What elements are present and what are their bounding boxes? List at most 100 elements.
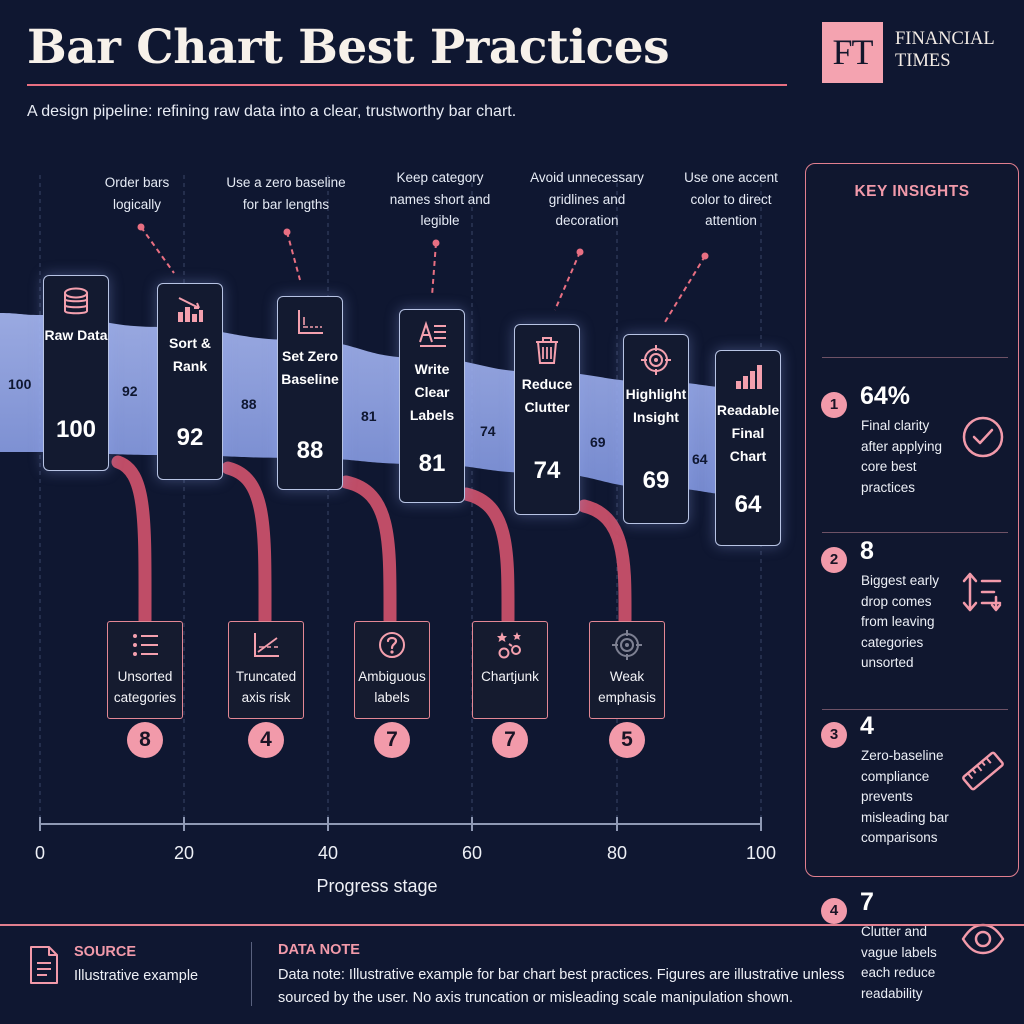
axis-tick-label: 80 bbox=[606, 843, 628, 863]
stage-value: 100 bbox=[55, 416, 97, 443]
footer-divider bbox=[251, 942, 252, 1006]
insight-value: 7 bbox=[860, 888, 874, 916]
axis-tick-label: 100 bbox=[745, 843, 777, 863]
leak-ribbon bbox=[459, 487, 515, 627]
callout-dot bbox=[283, 228, 291, 236]
issue-count-badge: 5 bbox=[609, 722, 645, 758]
stage-card: Highlight Insight 69 bbox=[623, 334, 689, 524]
insight-value: 8 bbox=[860, 537, 874, 565]
issue-card: Ambiguous labels bbox=[354, 621, 430, 719]
callout-dot bbox=[432, 239, 440, 247]
data-note-title: DATA NOTE bbox=[278, 942, 360, 958]
callout-leader bbox=[431, 242, 437, 297]
axis-tick-label: 0 bbox=[34, 843, 45, 863]
stage-card: Reduce Clutter 74 bbox=[514, 324, 580, 515]
stage-value: 88 bbox=[296, 437, 324, 464]
question-icon bbox=[379, 632, 405, 658]
x-axis bbox=[39, 817, 762, 831]
issue-name: Truncated axis risk bbox=[235, 669, 297, 705]
stage-value: 92 bbox=[176, 424, 204, 451]
stage-value: 69 bbox=[642, 467, 670, 494]
sort-arrows-icon bbox=[962, 572, 1002, 612]
issue-count-badge: 7 bbox=[492, 722, 528, 758]
stage-name: Sort & Rank bbox=[169, 335, 211, 374]
brand-logo-mark: FT bbox=[822, 22, 883, 83]
stage-name: Readable Final Chart bbox=[716, 402, 780, 464]
flow-value-label: 69 bbox=[590, 434, 606, 450]
eye-icon bbox=[961, 923, 1005, 955]
key-insights-panel: KEY INSIGHTS 1 64% Final clarity after app… bbox=[805, 163, 1019, 1001]
axis-tick-label: 40 bbox=[317, 843, 339, 863]
issue-count-badge: 7 bbox=[374, 722, 410, 758]
brand-name: FINANCIAL TIMES bbox=[895, 29, 995, 71]
stage-card: Sort & Rank 92 bbox=[157, 283, 223, 480]
callout-leader bbox=[554, 251, 581, 311]
best-practice-callout: Order bars logically bbox=[104, 175, 170, 212]
stage-card: Raw Data 100 bbox=[43, 275, 109, 471]
footer-rule bbox=[0, 924, 1024, 926]
callout-dot bbox=[137, 223, 145, 231]
insights-title: KEY INSIGHTS bbox=[854, 183, 970, 200]
data-note-text: Data note: Illustrative example for bar … bbox=[278, 967, 845, 1006]
leak-ribbon bbox=[339, 475, 397, 627]
leak-ribbon bbox=[111, 455, 152, 627]
stage-card: Write Clear Labels 81 bbox=[399, 309, 465, 503]
baseline-axis-icon bbox=[298, 310, 323, 334]
stage-value: 81 bbox=[418, 450, 446, 477]
issue-name: Unsorted categories bbox=[113, 669, 177, 705]
flow-value-label: 74 bbox=[480, 423, 496, 439]
stage-name: Set Zero Baseline bbox=[281, 348, 339, 387]
flow-value-label: 81 bbox=[361, 408, 377, 424]
stage-name: Write Clear Labels bbox=[409, 361, 455, 423]
issue-card: Truncated axis risk bbox=[228, 621, 304, 719]
database-icon bbox=[64, 287, 88, 315]
stage-name: Highlight Insight bbox=[625, 386, 687, 425]
insight-value: 4 bbox=[860, 712, 874, 740]
leak-ribbon bbox=[221, 461, 272, 627]
issue-count-badge: 4 bbox=[248, 722, 284, 758]
source-text: Illustrative example bbox=[74, 968, 199, 984]
stage-card: Set Zero Baseline 88 bbox=[277, 296, 343, 490]
truncated-axis-icon bbox=[254, 633, 279, 657]
stage-value: 74 bbox=[533, 457, 561, 484]
issue-card: Weak emphasis bbox=[589, 621, 665, 719]
document-icon bbox=[30, 946, 58, 984]
text-label-icon bbox=[419, 320, 446, 347]
issue-card: Unsorted categories bbox=[107, 621, 183, 719]
issue-name: Chartjunk bbox=[481, 669, 539, 684]
insight-description: Final clarity after applying core best p… bbox=[861, 418, 943, 495]
stage-card: Readable Final Chart 64 bbox=[715, 350, 781, 546]
issue-name: Weak emphasis bbox=[598, 669, 656, 705]
stage-name: Reduce Clutter bbox=[521, 376, 573, 415]
page-subtitle: A design pipeline: refining raw data int… bbox=[27, 103, 517, 120]
unsorted-list-icon bbox=[133, 634, 158, 656]
insight-number: 1 bbox=[821, 392, 847, 418]
stage-name: Raw Data bbox=[44, 327, 108, 343]
flow-value-label: 64 bbox=[692, 451, 708, 467]
insight-description: Clutter and vague labels each reduce rea… bbox=[861, 924, 937, 1001]
axis-label: Progress stage bbox=[316, 876, 438, 896]
source-title: SOURCE bbox=[74, 944, 137, 960]
flow-value-label: 88 bbox=[241, 396, 257, 412]
ruler-icon bbox=[962, 751, 1004, 791]
callout-dot bbox=[701, 252, 709, 260]
insight-description: Zero-baseline compliance prevents mislea… bbox=[861, 748, 949, 845]
callout-leader bbox=[664, 255, 706, 323]
leak-ribbon bbox=[577, 499, 632, 627]
issue-count-badge: 8 bbox=[127, 722, 163, 758]
callout-leader bbox=[286, 231, 301, 281]
insight-number: 3 bbox=[821, 722, 847, 748]
insight-number: 2 bbox=[821, 547, 847, 573]
best-practice-callout: Use one accent color to direct attention bbox=[684, 170, 778, 228]
page-title: Bar Chart Best Practices bbox=[27, 20, 670, 75]
flow-value-label: 100 bbox=[8, 376, 32, 392]
stage-value: 64 bbox=[734, 491, 762, 518]
insight-description: Biggest early drop comes from leaving ca… bbox=[861, 573, 940, 670]
axis-tick-label: 60 bbox=[461, 843, 483, 863]
insight-value: 64% bbox=[860, 382, 911, 410]
trash-icon bbox=[536, 337, 558, 364]
insight-divider bbox=[822, 532, 1008, 533]
flow-value-label: 92 bbox=[122, 383, 138, 399]
best-practice-callout: Keep category names short and legible bbox=[389, 170, 491, 228]
callout-leader bbox=[140, 226, 175, 274]
